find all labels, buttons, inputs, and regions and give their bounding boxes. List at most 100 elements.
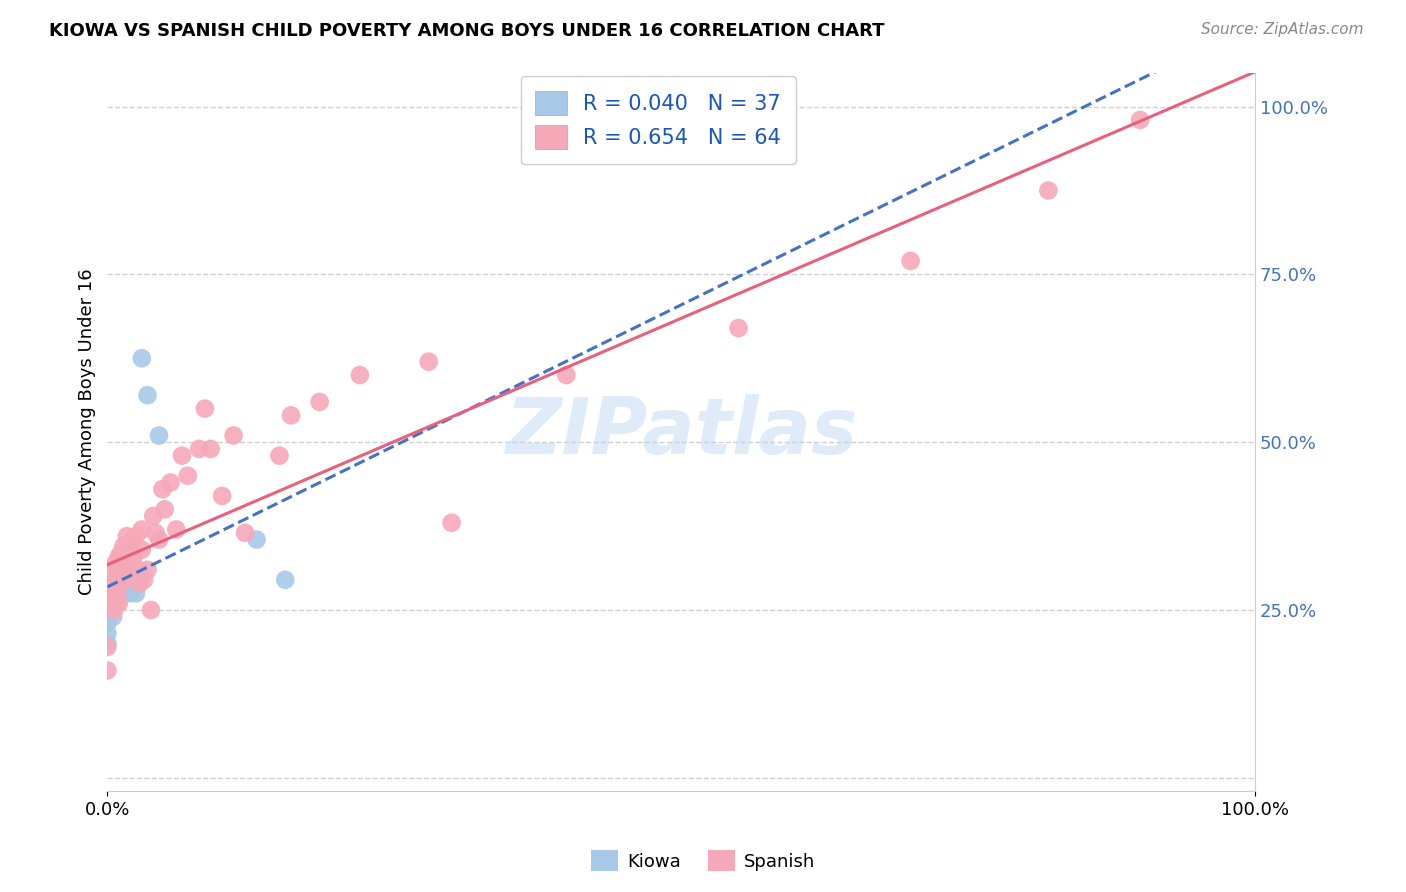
Point (96, 580, 118, 594)
Text: ZIPatlas: ZIPatlas (505, 394, 858, 470)
Point (110, 576, 132, 591)
Point (131, 542, 153, 557)
Point (96, 626, 118, 640)
Point (125, 529, 148, 543)
Point (108, 566, 131, 581)
Point (107, 582, 129, 597)
Point (136, 563, 159, 577)
Point (96, 609, 118, 624)
Point (120, 569, 142, 583)
Point (96, 593, 118, 607)
Point (104, 573, 127, 587)
Point (104, 556, 127, 570)
Point (101, 596, 124, 610)
Point (165, 523, 187, 537)
Point (120, 586, 142, 600)
Point (269, 449, 291, 463)
Point (112, 539, 135, 553)
Point (153, 502, 176, 516)
Point (105, 596, 128, 610)
Point (120, 563, 142, 577)
Point (111, 563, 134, 577)
Point (555, 368, 578, 382)
Point (132, 573, 155, 587)
Point (101, 599, 124, 614)
Point (117, 573, 139, 587)
Point (101, 609, 124, 624)
Point (117, 569, 139, 583)
Point (120, 536, 142, 550)
Point (111, 573, 134, 587)
Legend: Kiowa, Spanish: Kiowa, Spanish (583, 843, 823, 879)
Text: Source: ZipAtlas.com: Source: ZipAtlas.com (1201, 22, 1364, 37)
Point (177, 468, 200, 483)
Point (96, 616, 118, 631)
Point (222, 428, 245, 442)
Y-axis label: Child Poverty Among Boys Under 16: Child Poverty Among Boys Under 16 (79, 268, 96, 596)
Point (121, 573, 143, 587)
Point (104, 582, 127, 597)
Point (170, 449, 193, 463)
Point (105, 596, 128, 610)
Point (121, 533, 143, 547)
Point (280, 409, 302, 423)
Point (108, 569, 131, 583)
Point (211, 489, 233, 503)
Point (142, 509, 165, 524)
Point (114, 573, 136, 587)
Point (100, 580, 122, 594)
Point (114, 576, 136, 591)
Point (152, 482, 174, 496)
Point (245, 533, 267, 547)
Point (100, 603, 122, 617)
Point (1129, 112, 1152, 127)
Point (440, 516, 463, 530)
Point (101, 566, 124, 581)
Point (131, 523, 153, 537)
Point (900, 254, 922, 268)
Point (117, 549, 139, 564)
Point (103, 603, 125, 617)
Point (105, 576, 128, 591)
Point (1038, 184, 1060, 198)
Point (108, 580, 131, 594)
Point (101, 586, 124, 600)
Point (125, 586, 148, 600)
Point (101, 576, 124, 591)
Point (128, 576, 150, 591)
Point (110, 573, 132, 587)
Point (96, 640, 118, 654)
Point (96, 637, 118, 651)
Point (159, 475, 181, 490)
Point (115, 529, 138, 543)
Point (96, 586, 118, 600)
Point (349, 368, 371, 382)
Point (114, 582, 136, 597)
Point (233, 525, 256, 540)
Point (108, 596, 131, 610)
Point (139, 603, 162, 617)
Point (108, 573, 131, 587)
Legend: R = 0.040   N = 37, R = 0.654   N = 64: R = 0.040 N = 37, R = 0.654 N = 64 (520, 76, 796, 164)
Point (148, 533, 170, 547)
Point (108, 549, 131, 564)
Point (100, 590, 122, 604)
Point (127, 563, 149, 577)
Point (96, 664, 118, 678)
Point (145, 525, 167, 540)
Point (128, 576, 150, 591)
Point (194, 401, 217, 416)
Point (200, 442, 222, 456)
Point (136, 388, 159, 402)
Point (122, 549, 145, 564)
Point (101, 586, 124, 600)
Point (274, 573, 297, 587)
Point (96, 596, 118, 610)
Point (114, 546, 136, 560)
Point (110, 546, 132, 560)
Point (96, 599, 118, 614)
Point (101, 596, 124, 610)
Point (131, 351, 153, 366)
Point (727, 321, 749, 335)
Point (188, 442, 211, 456)
